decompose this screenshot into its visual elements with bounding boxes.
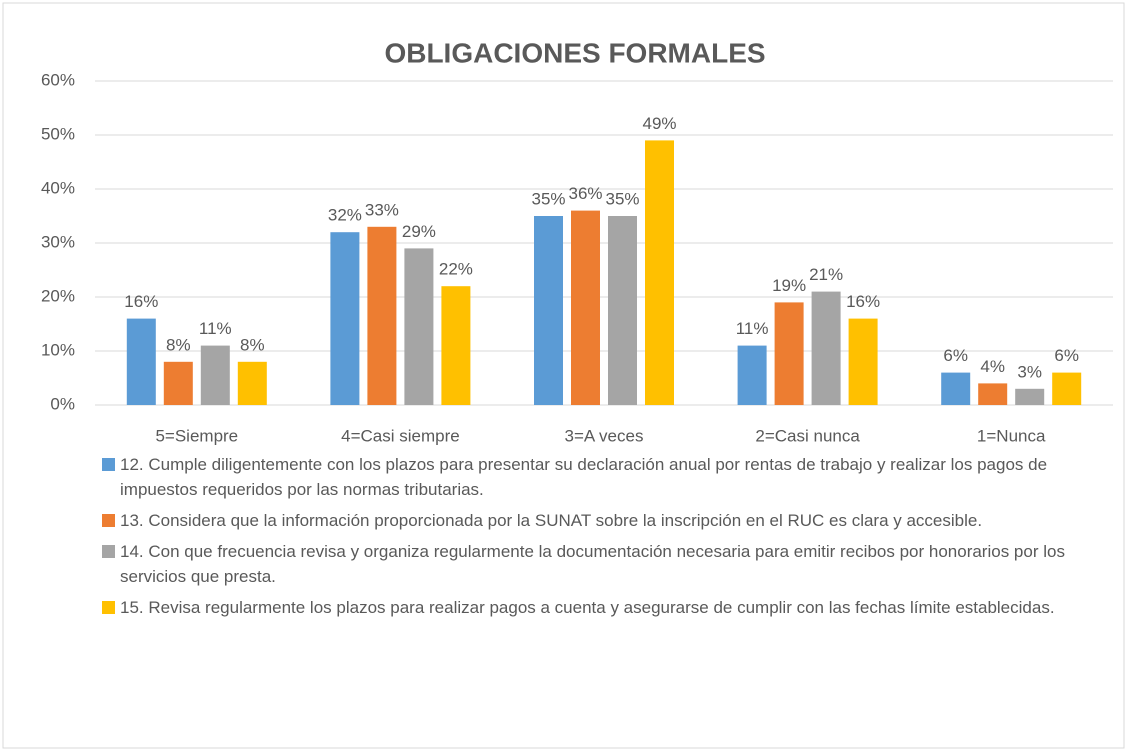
- bar: [645, 140, 674, 405]
- data-label: 8%: [166, 335, 191, 354]
- data-label: 16%: [846, 292, 880, 311]
- x-tick-label: 2=Casi nunca: [755, 426, 860, 445]
- legend-item: 13. Considera que la información proporc…: [102, 508, 1102, 533]
- bar: [737, 345, 767, 405]
- y-tick-label: 20%: [41, 286, 75, 305]
- bar: [774, 302, 804, 405]
- bar: [608, 216, 637, 405]
- bar: [1052, 372, 1082, 405]
- bar: [941, 372, 971, 405]
- legend-item: 15. Revisa regularmente los plazos para …: [102, 595, 1102, 620]
- data-label: 6%: [943, 346, 968, 365]
- legend-label: 14. Con que frecuencia revisa y organiza…: [120, 542, 1065, 586]
- bar: [237, 361, 267, 405]
- data-label: 35%: [605, 189, 639, 208]
- legend-swatch: [102, 545, 115, 558]
- data-label: 33%: [365, 200, 399, 219]
- data-label: 11%: [736, 319, 769, 338]
- bar: [330, 232, 360, 405]
- bar: [571, 210, 600, 405]
- x-tick-label: 4=Casi siempre: [341, 426, 460, 445]
- legend-swatch: [102, 458, 115, 471]
- data-label: 29%: [402, 222, 436, 241]
- legend-label: 15. Revisa regularmente los plazos para …: [120, 598, 1055, 617]
- y-tick-label: 10%: [41, 340, 75, 359]
- data-label: 16%: [124, 292, 158, 311]
- legend-label: 13. Considera que la información proporc…: [120, 511, 983, 530]
- x-tick-label: 1=Nunca: [977, 426, 1046, 445]
- data-label: 4%: [980, 357, 1005, 376]
- legend: 12. Cumple diligentemente con los plazos…: [102, 452, 1102, 626]
- y-tick-label: 50%: [41, 124, 75, 143]
- data-label: 8%: [240, 335, 265, 354]
- x-tick-label: 3=A veces: [565, 426, 644, 445]
- y-tick-label: 0%: [50, 394, 75, 413]
- data-label: 11%: [199, 319, 232, 338]
- y-tick-label: 60%: [41, 70, 75, 89]
- data-label: 49%: [642, 114, 676, 133]
- bar: [404, 248, 434, 405]
- bar: [978, 383, 1008, 405]
- bar: [367, 226, 397, 405]
- y-tick-label: 30%: [41, 232, 75, 251]
- legend-swatch: [102, 601, 115, 614]
- legend-item: 12. Cumple diligentemente con los plazos…: [102, 452, 1102, 502]
- bar: [441, 286, 471, 405]
- bar: [1015, 388, 1045, 405]
- chart-title: OBLIGACIONES FORMALES: [384, 37, 765, 68]
- data-label: 3%: [1017, 362, 1042, 381]
- data-label: 6%: [1054, 346, 1079, 365]
- legend-item: 14. Con que frecuencia revisa y organiza…: [102, 539, 1102, 589]
- data-label: 36%: [568, 184, 602, 203]
- y-tick-label: 40%: [41, 178, 75, 197]
- data-label: 19%: [772, 276, 806, 295]
- data-label: 22%: [439, 260, 473, 279]
- bar: [811, 291, 841, 405]
- bar: [163, 361, 193, 405]
- data-label: 21%: [809, 265, 843, 284]
- bar: [126, 318, 156, 405]
- legend-label: 12. Cumple diligentemente con los plazos…: [120, 455, 1048, 499]
- data-label: 32%: [328, 206, 362, 225]
- legend-swatch: [102, 514, 115, 527]
- bar: [848, 318, 878, 405]
- x-tick-label: 5=Siempre: [155, 426, 238, 445]
- bar: [534, 216, 563, 405]
- bar: [200, 345, 230, 405]
- data-label: 35%: [531, 189, 565, 208]
